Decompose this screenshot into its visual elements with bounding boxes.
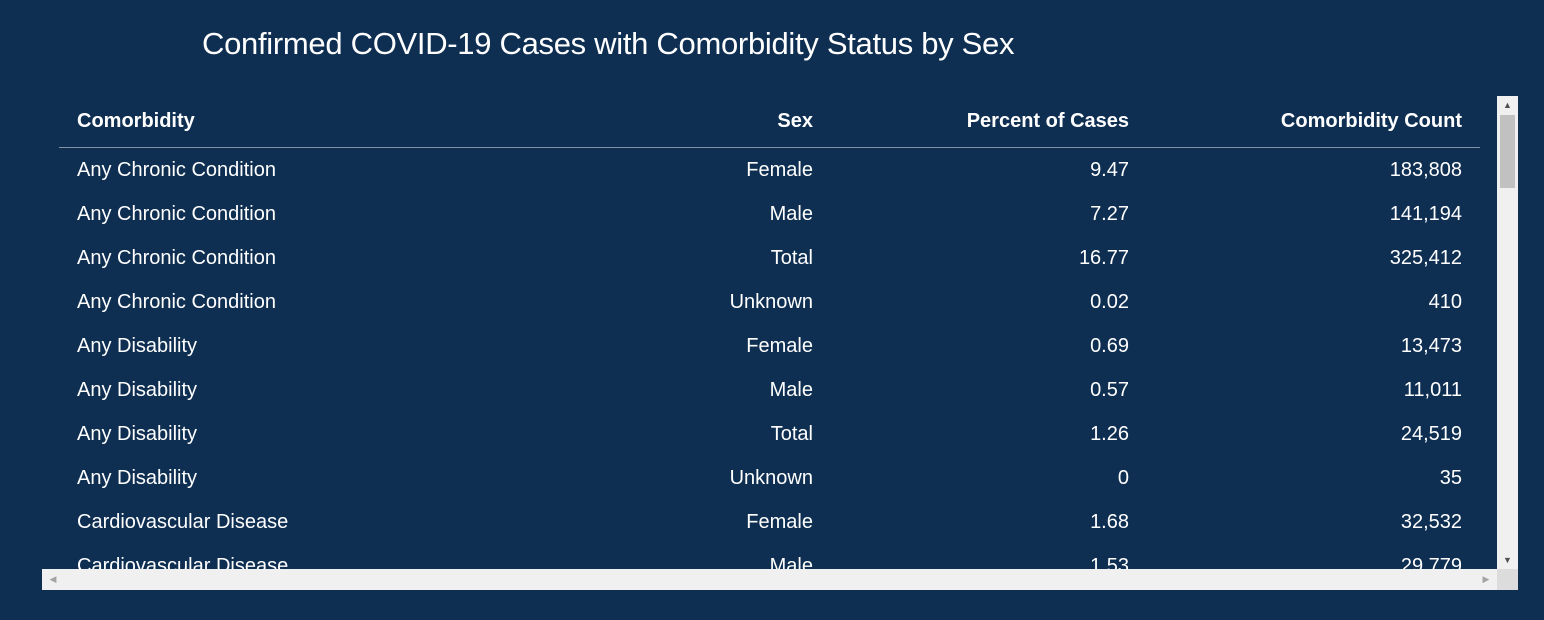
cell-count: 35: [1439, 466, 1462, 489]
cell-sex: Female: [746, 158, 813, 181]
cell-sex: Female: [746, 334, 813, 357]
cell-comorbidity: Any Disability: [77, 378, 198, 401]
vertical-scroll-thumb[interactable]: [1500, 115, 1515, 188]
cell-percent: 9.47: [1090, 158, 1129, 181]
cell-percent: 1.53: [1090, 554, 1129, 570]
cell-count: 13,473: [1400, 334, 1462, 357]
cell-count: 325,412: [1389, 246, 1462, 269]
cell-count: 29,779: [1400, 554, 1462, 570]
cell-percent: 0.02: [1090, 290, 1129, 313]
cell-percent: 16.77: [1078, 246, 1129, 269]
table-row: Cardiovascular Disease Female 1.68 32,532: [59, 500, 1480, 544]
horizontal-scrollbar[interactable]: ◀ ▶: [42, 569, 1497, 590]
cell-comorbidity: Cardiovascular Disease: [77, 554, 289, 570]
table-row: Cardiovascular Disease Male 1.53 29,779: [59, 544, 1480, 570]
page-title: Confirmed COVID-19 Cases with Comorbidit…: [202, 26, 1015, 61]
cell-sex: Male: [769, 202, 813, 225]
cell-sex: Female: [746, 510, 813, 533]
cell-percent: 1.26: [1090, 422, 1129, 445]
table-row: Any Disability Unknown 0 35: [59, 456, 1480, 500]
triangle-up-icon[interactable]: ▲: [1503, 100, 1512, 110]
cell-count: 11,011: [1403, 378, 1462, 401]
cell-percent: 0.69: [1090, 334, 1129, 357]
header-percent[interactable]: Percent of Cases: [831, 96, 1147, 148]
cell-comorbidity: Any Disability: [77, 466, 198, 489]
triangle-right-icon[interactable]: ▶: [1482, 574, 1490, 584]
cell-comorbidity: Any Disability: [77, 334, 198, 357]
cell-sex: Unknown: [729, 290, 813, 313]
cell-sex: Male: [769, 378, 813, 401]
table-header-row: Comorbidity Sex Percent of Cases Comorbi…: [59, 96, 1480, 148]
cell-percent: 0.57: [1090, 378, 1129, 401]
cell-comorbidity: Any Chronic Condition: [77, 202, 276, 225]
cell-percent: 7.27: [1090, 202, 1129, 225]
cell-comorbidity: Any Chronic Condition: [77, 158, 276, 181]
cell-count: 410: [1428, 290, 1462, 313]
table-body: Any Chronic Condition Female 9.47 183,808 An…: [59, 148, 1480, 570]
cell-comorbidity: Any Chronic Condition: [77, 290, 276, 313]
table-row: Any Chronic Condition Unknown 0.02 410: [59, 280, 1480, 324]
cell-sex: Male: [769, 554, 813, 570]
table-panel: Comorbidity Sex Percent of Cases Comorbi…: [42, 96, 1518, 590]
cell-percent: 0: [1117, 466, 1129, 489]
header-comorbidity[interactable]: Comorbidity: [59, 96, 565, 148]
cell-count: 141,194: [1389, 202, 1462, 225]
table-row: Any Disability Male 0.57 11,011: [59, 368, 1480, 412]
cell-sex: Total: [770, 246, 813, 269]
cell-comorbidity: Any Disability: [77, 422, 198, 445]
cell-sex: Total: [770, 422, 813, 445]
table-row: Any Chronic Condition Male 7.27 141,194: [59, 192, 1480, 236]
cell-sex: Unknown: [729, 466, 813, 489]
table-viewport[interactable]: Comorbidity Sex Percent of Cases Comorbi…: [42, 96, 1497, 569]
comorbidity-table: Comorbidity Sex Percent of Cases Comorbi…: [59, 96, 1480, 569]
table-row: Any Chronic Condition Total 16.77 325,412: [59, 236, 1480, 280]
triangle-down-icon[interactable]: ▼: [1503, 555, 1512, 565]
table-row: Any Chronic Condition Female 9.47 183,808: [59, 148, 1480, 193]
cell-count: 32,532: [1400, 510, 1462, 533]
header-count[interactable]: Comorbidity Count: [1147, 96, 1480, 148]
vertical-scrollbar[interactable]: ▲ ▼: [1497, 96, 1518, 569]
table-row: Any Disability Female 0.69 13,473: [59, 324, 1480, 368]
cell-comorbidity: Any Chronic Condition: [77, 246, 276, 269]
triangle-left-icon[interactable]: ◀: [49, 574, 57, 584]
cell-percent: 1.68: [1090, 510, 1129, 533]
cell-comorbidity: Cardiovascular Disease: [77, 510, 289, 533]
header-sex[interactable]: Sex: [565, 96, 831, 148]
table-row: Any Disability Total 1.26 24,519: [59, 412, 1480, 456]
cell-count: 24,519: [1400, 422, 1462, 445]
cell-count: 183,808: [1389, 158, 1462, 181]
scrollbar-corner: [1497, 569, 1518, 590]
